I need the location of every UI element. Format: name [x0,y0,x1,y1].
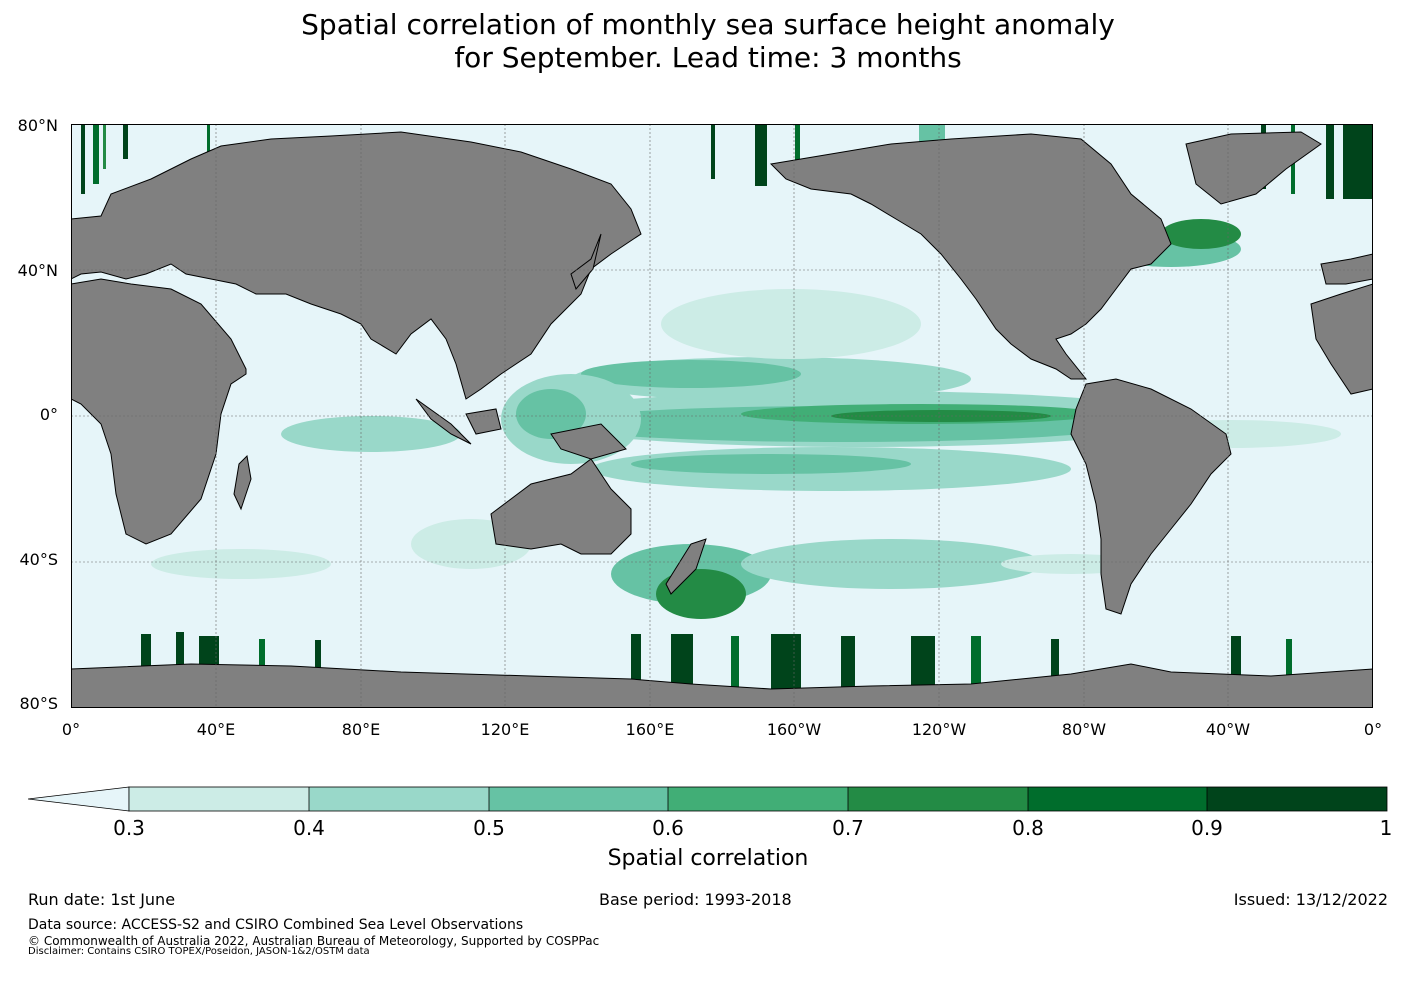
colorbar-tick-0.8: 0.8 [1012,816,1044,840]
new-zealand [665,538,707,595]
title-line-1: Spatial correlation of monthly sea surfa… [301,8,1115,41]
base-period: Base period: 1993-2018 [599,890,792,909]
iberia-right [1320,253,1373,285]
colorbar-bin-0.6 [668,787,848,811]
lon-label-80e: 80°E [341,720,381,739]
greenland [1185,131,1322,205]
colorbar [27,786,1390,814]
eurasia [71,131,642,400]
colorbar-bin-0.5 [489,787,668,811]
colorbar-tick-0.5: 0.5 [473,816,505,840]
south-america [1070,378,1232,615]
colorbar-tick-0.4: 0.4 [293,816,325,840]
lon-label-160w: 160°W [766,720,822,739]
issued-date: Issued: 13/12/2022 [1233,890,1388,909]
borneo [465,408,502,435]
lon-label-0-left: 0° [61,720,81,739]
new-guinea [550,423,627,460]
colorbar-tick-0.6: 0.6 [652,816,684,840]
colorbar-bin-0.3 [129,787,309,811]
lon-label-120w: 120°W [911,720,967,739]
copyright: © Commonwealth of Australia 2022, Austra… [28,934,600,948]
madagascar [233,454,252,511]
run-date: Run date: 1st June [28,890,176,909]
colorbar-svg [27,786,1388,812]
colorbar-bin-0.9 [1207,787,1387,811]
lon-label-0-right: 0° [1363,720,1383,739]
lat-label-40s: 40°S [19,550,58,569]
west-africa-right [1310,283,1373,395]
chart-title: Spatial correlation of monthly sea surfa… [0,8,1416,74]
lon-label-80w: 80°W [1061,720,1107,739]
colorbar-bin-0.8 [1028,787,1207,811]
title-line-2: for September. Lead time: 3 months [454,41,962,74]
north-america [769,133,1172,380]
sumatra [415,398,472,445]
lat-label-0: 0° [39,405,58,424]
lat-label-80n: 80°N [17,116,58,135]
correlation-field [151,219,1341,619]
graticule [71,124,1373,708]
lon-label-40e: 40°E [196,720,236,739]
antarctica [71,663,1373,708]
japan [570,233,602,290]
lat-label-80s: 80°S [19,694,58,713]
map-frame [71,124,1373,708]
lat-label-40n: 40°N [17,261,58,280]
colorbar-bin-0.4 [309,787,489,811]
colorbar-tick-1: 1 [1379,816,1393,840]
lon-label-160e: 160°E [625,720,675,739]
map-svg [71,124,1373,708]
lon-label-120e: 120°E [480,720,530,739]
lon-label-40w: 40°W [1205,720,1251,739]
colorbar-tick-0.7: 0.7 [832,816,864,840]
correlation-map [71,124,1373,708]
colorbar-bin-0.7 [848,787,1028,811]
colorbar-label: Spatial correlation [607,846,809,871]
colorbar-tick-0.3: 0.3 [113,816,145,840]
disclaimer: Disclaimer: Contains CSIRO TOPEX/Poseido… [28,946,370,957]
colorbar-frame [128,786,1388,812]
land-masses [71,131,1373,708]
data-source: Data source: ACCESS-S2 and CSIRO Combine… [28,917,524,933]
colorbar-extend-arrow [27,786,130,812]
australia [490,458,632,555]
colorbar-dividers [308,787,1208,811]
colorbar-tick-0.9: 0.9 [1191,816,1223,840]
